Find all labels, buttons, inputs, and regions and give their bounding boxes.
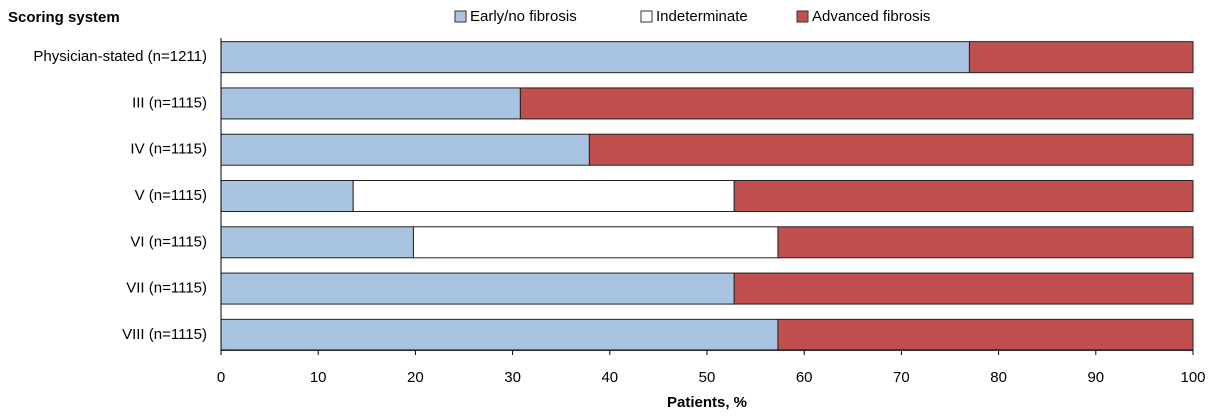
y-tick-label: IV (n=1115) [130, 141, 207, 158]
x-tick-label: 90 [1087, 369, 1104, 386]
x-tick-label: 10 [310, 369, 327, 386]
bar-segment [220, 318, 779, 351]
y-tick-label: VI (n=1115) [130, 233, 207, 250]
bar-segment [519, 87, 1194, 120]
bar-segment [588, 133, 1194, 166]
legend-swatch [454, 10, 467, 23]
x-tick-label: 60 [796, 369, 813, 386]
legend-swatch [796, 10, 809, 23]
legend-label: Advanced fibrosis [812, 8, 930, 25]
bar-segment [968, 41, 1194, 74]
y-tick-label: Physician-stated (n=1211) [33, 48, 207, 65]
bar-segment [777, 226, 1194, 259]
bar-segment [220, 133, 590, 166]
y-tick-label: VII (n=1115) [126, 280, 207, 297]
x-tick-label: 80 [990, 369, 1007, 386]
legend-label: Early/no fibrosis [470, 8, 577, 25]
x-axis-title: Patients, % [667, 394, 747, 411]
x-tick-label: 70 [893, 369, 910, 386]
bar-segment [733, 180, 1194, 212]
x-tick-label: 30 [504, 369, 521, 386]
y-tick-label: V (n=1115) [135, 187, 207, 204]
x-tick-label: 100 [1180, 369, 1205, 386]
bar-segment [220, 180, 354, 212]
legend-label: Indeterminate [656, 8, 748, 25]
legend-swatch [640, 10, 653, 23]
bar-segment [777, 318, 1194, 351]
y-tick-label: VIII (n=1115) [122, 326, 207, 343]
x-tick-label: 0 [217, 369, 225, 386]
y-tick-label: III (n=1115) [132, 94, 207, 111]
bar-segment [220, 41, 970, 74]
bar-segment [412, 226, 779, 259]
bar-segment [352, 180, 735, 212]
x-tick-label: 50 [699, 369, 716, 386]
chart-title: Scoring system [8, 9, 120, 26]
bar-segment [733, 272, 1194, 305]
x-tick-label: 40 [601, 369, 618, 386]
bar-segment [220, 87, 521, 120]
bar-segment [220, 272, 735, 305]
x-tick-label: 20 [407, 369, 424, 386]
bar-segment [220, 226, 414, 259]
